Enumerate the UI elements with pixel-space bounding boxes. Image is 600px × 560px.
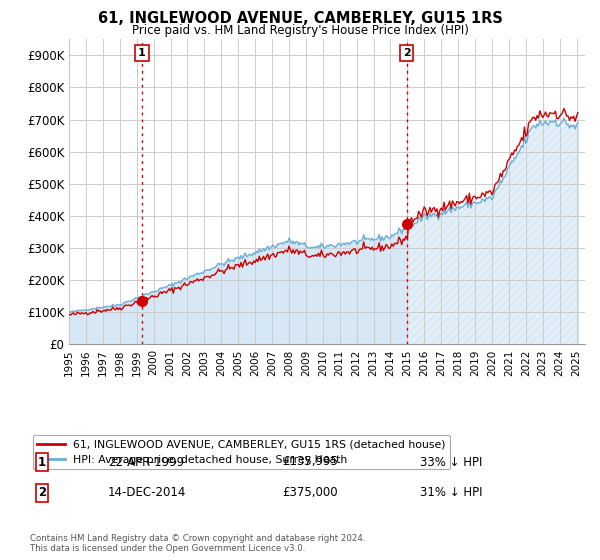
Text: 22-APR-1999: 22-APR-1999 xyxy=(108,455,184,469)
Text: 31% ↓ HPI: 31% ↓ HPI xyxy=(420,486,482,500)
Text: £375,000: £375,000 xyxy=(282,486,338,500)
Text: £135,995: £135,995 xyxy=(282,455,338,469)
Text: Contains HM Land Registry data © Crown copyright and database right 2024.
This d: Contains HM Land Registry data © Crown c… xyxy=(30,534,365,553)
Text: 2: 2 xyxy=(403,48,410,58)
Text: 2: 2 xyxy=(38,486,46,500)
Text: 33% ↓ HPI: 33% ↓ HPI xyxy=(420,455,482,469)
Text: 1: 1 xyxy=(38,455,46,469)
Text: 61, INGLEWOOD AVENUE, CAMBERLEY, GU15 1RS: 61, INGLEWOOD AVENUE, CAMBERLEY, GU15 1R… xyxy=(98,11,502,26)
Legend: 61, INGLEWOOD AVENUE, CAMBERLEY, GU15 1RS (detached house), HPI: Average price, : 61, INGLEWOOD AVENUE, CAMBERLEY, GU15 1R… xyxy=(33,435,450,469)
Text: 1: 1 xyxy=(138,48,146,58)
Text: 14-DEC-2014: 14-DEC-2014 xyxy=(108,486,187,500)
Text: Price paid vs. HM Land Registry's House Price Index (HPI): Price paid vs. HM Land Registry's House … xyxy=(131,24,469,37)
